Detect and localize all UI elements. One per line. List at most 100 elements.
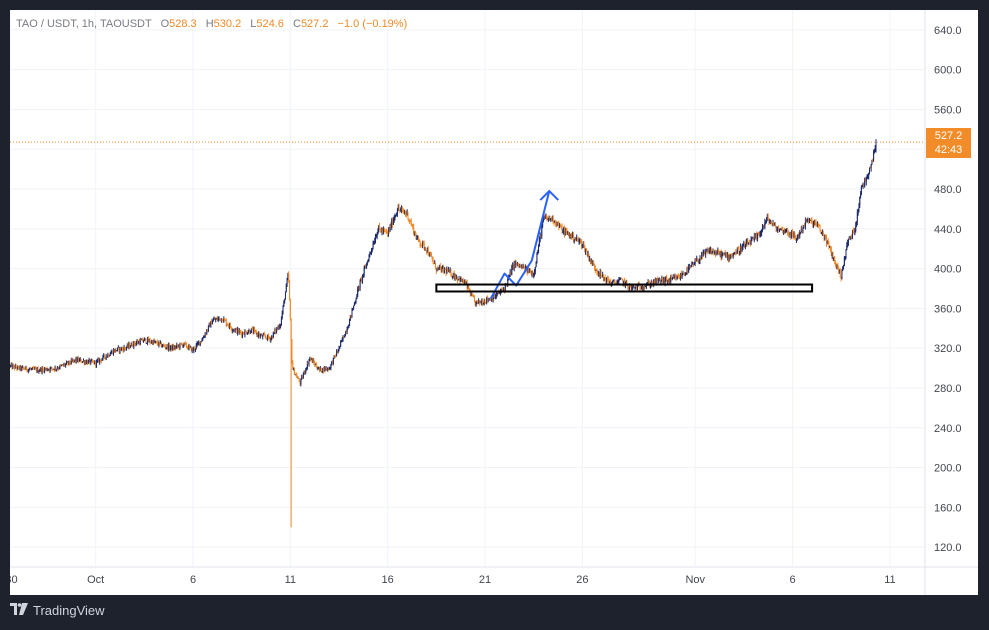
candle-body bbox=[132, 346, 134, 348]
candle-body bbox=[116, 350, 118, 352]
candle-body bbox=[761, 226, 763, 231]
footer-brand[interactable]: TradingView bbox=[10, 603, 105, 618]
candle-body bbox=[194, 347, 196, 350]
price-chart[interactable]: 640.0600.0560.0520.0480.0440.0400.0360.0… bbox=[10, 10, 978, 595]
candle-body bbox=[203, 336, 205, 338]
candle-body bbox=[202, 338, 204, 341]
candle-body bbox=[367, 261, 369, 263]
candle-body bbox=[395, 214, 397, 217]
candle-body bbox=[398, 207, 400, 210]
candle-body bbox=[629, 285, 631, 287]
time-axis[interactable]: :30 Oct 6 11 16 21 26 Nov 6 11 bbox=[10, 574, 896, 586]
candle-body bbox=[349, 319, 351, 326]
candle-body bbox=[70, 363, 72, 365]
candle-body bbox=[705, 251, 707, 255]
candle-body bbox=[612, 280, 614, 282]
drawings[interactable] bbox=[435, 189, 814, 299]
candle-body bbox=[813, 221, 815, 223]
candle-body bbox=[110, 352, 112, 355]
arrow-drawing[interactable] bbox=[489, 190, 551, 299]
candle-body bbox=[556, 222, 558, 226]
candle-body bbox=[241, 332, 243, 336]
candle-body bbox=[194, 348, 196, 350]
candle-body bbox=[619, 277, 621, 280]
candle-body bbox=[623, 280, 625, 285]
candle-body bbox=[114, 348, 116, 353]
candle-body bbox=[418, 236, 420, 240]
candle-body bbox=[375, 236, 377, 238]
candle-body bbox=[836, 264, 838, 269]
candle-body bbox=[817, 224, 819, 226]
candle-body bbox=[548, 216, 550, 219]
candle-body bbox=[447, 269, 449, 272]
candle-body bbox=[642, 288, 644, 290]
candle-body bbox=[814, 221, 816, 223]
candle-body bbox=[608, 281, 610, 284]
candle-body bbox=[73, 360, 75, 362]
candle-body bbox=[181, 343, 183, 345]
support-zone-rectangle[interactable] bbox=[435, 283, 814, 293]
candle-body bbox=[635, 286, 637, 288]
candle-body bbox=[570, 234, 572, 238]
candle-body bbox=[49, 367, 51, 371]
candle-body bbox=[416, 238, 418, 240]
candle-body bbox=[397, 207, 399, 211]
candle-body bbox=[344, 336, 346, 338]
candle-body bbox=[120, 347, 122, 351]
candle-body bbox=[851, 230, 853, 237]
candle-body bbox=[374, 240, 376, 244]
candle-body bbox=[486, 297, 488, 303]
candle-body bbox=[280, 324, 282, 327]
y-tick-label: 400.0 bbox=[934, 264, 962, 276]
candle-body bbox=[667, 279, 669, 283]
candle-body bbox=[746, 241, 748, 243]
candle-body bbox=[802, 227, 804, 231]
candle-body bbox=[224, 319, 226, 321]
candle-body bbox=[611, 281, 613, 284]
candle-body bbox=[261, 334, 263, 337]
candle-body bbox=[596, 269, 598, 273]
candle-body bbox=[272, 332, 274, 339]
chart-panel[interactable]: 640.0600.0560.0520.0480.0440.0400.0360.0… bbox=[10, 10, 978, 595]
price-axis[interactable]: 640.0600.0560.0520.0480.0440.0400.0360.0… bbox=[934, 25, 962, 554]
candle-body bbox=[291, 339, 293, 363]
candle-body bbox=[515, 262, 517, 266]
candle-body bbox=[736, 248, 738, 254]
candle-body bbox=[551, 218, 553, 221]
candle-body bbox=[82, 361, 84, 363]
candle-body bbox=[532, 273, 534, 276]
candle-body bbox=[409, 221, 411, 223]
candle-body bbox=[302, 376, 304, 378]
symbol-title[interactable]: TAO / USDT, 1h, TAOUSDT bbox=[16, 18, 152, 30]
candle-body bbox=[322, 368, 324, 372]
candle-body bbox=[301, 376, 303, 379]
candle-body bbox=[231, 329, 233, 331]
candle-body bbox=[843, 265, 845, 267]
candle-body bbox=[473, 297, 475, 301]
candle-body bbox=[334, 355, 336, 357]
candle-body bbox=[126, 344, 128, 348]
change-value: −1.0 (−0.19%) bbox=[337, 18, 408, 30]
candle-body bbox=[305, 369, 307, 373]
candle-body bbox=[406, 211, 408, 215]
candle-body bbox=[866, 175, 868, 178]
candle-body bbox=[26, 366, 28, 371]
candle-body bbox=[380, 230, 382, 233]
candle-body bbox=[420, 244, 422, 246]
candle-body bbox=[777, 228, 779, 230]
candle-body bbox=[288, 274, 290, 282]
candle-body bbox=[864, 180, 866, 187]
candle-body bbox=[436, 267, 438, 271]
candle-body bbox=[104, 357, 106, 359]
candle-body bbox=[432, 259, 434, 263]
candle-body bbox=[147, 338, 149, 342]
candle-body bbox=[199, 341, 201, 345]
candle-body bbox=[469, 291, 471, 296]
candle-body bbox=[137, 341, 139, 344]
candle-body bbox=[762, 225, 764, 227]
candle-body bbox=[713, 250, 715, 254]
candle-body bbox=[580, 240, 582, 242]
arrow-head-icon[interactable] bbox=[539, 189, 559, 201]
candle-body bbox=[795, 238, 797, 240]
candle-body bbox=[48, 369, 50, 371]
